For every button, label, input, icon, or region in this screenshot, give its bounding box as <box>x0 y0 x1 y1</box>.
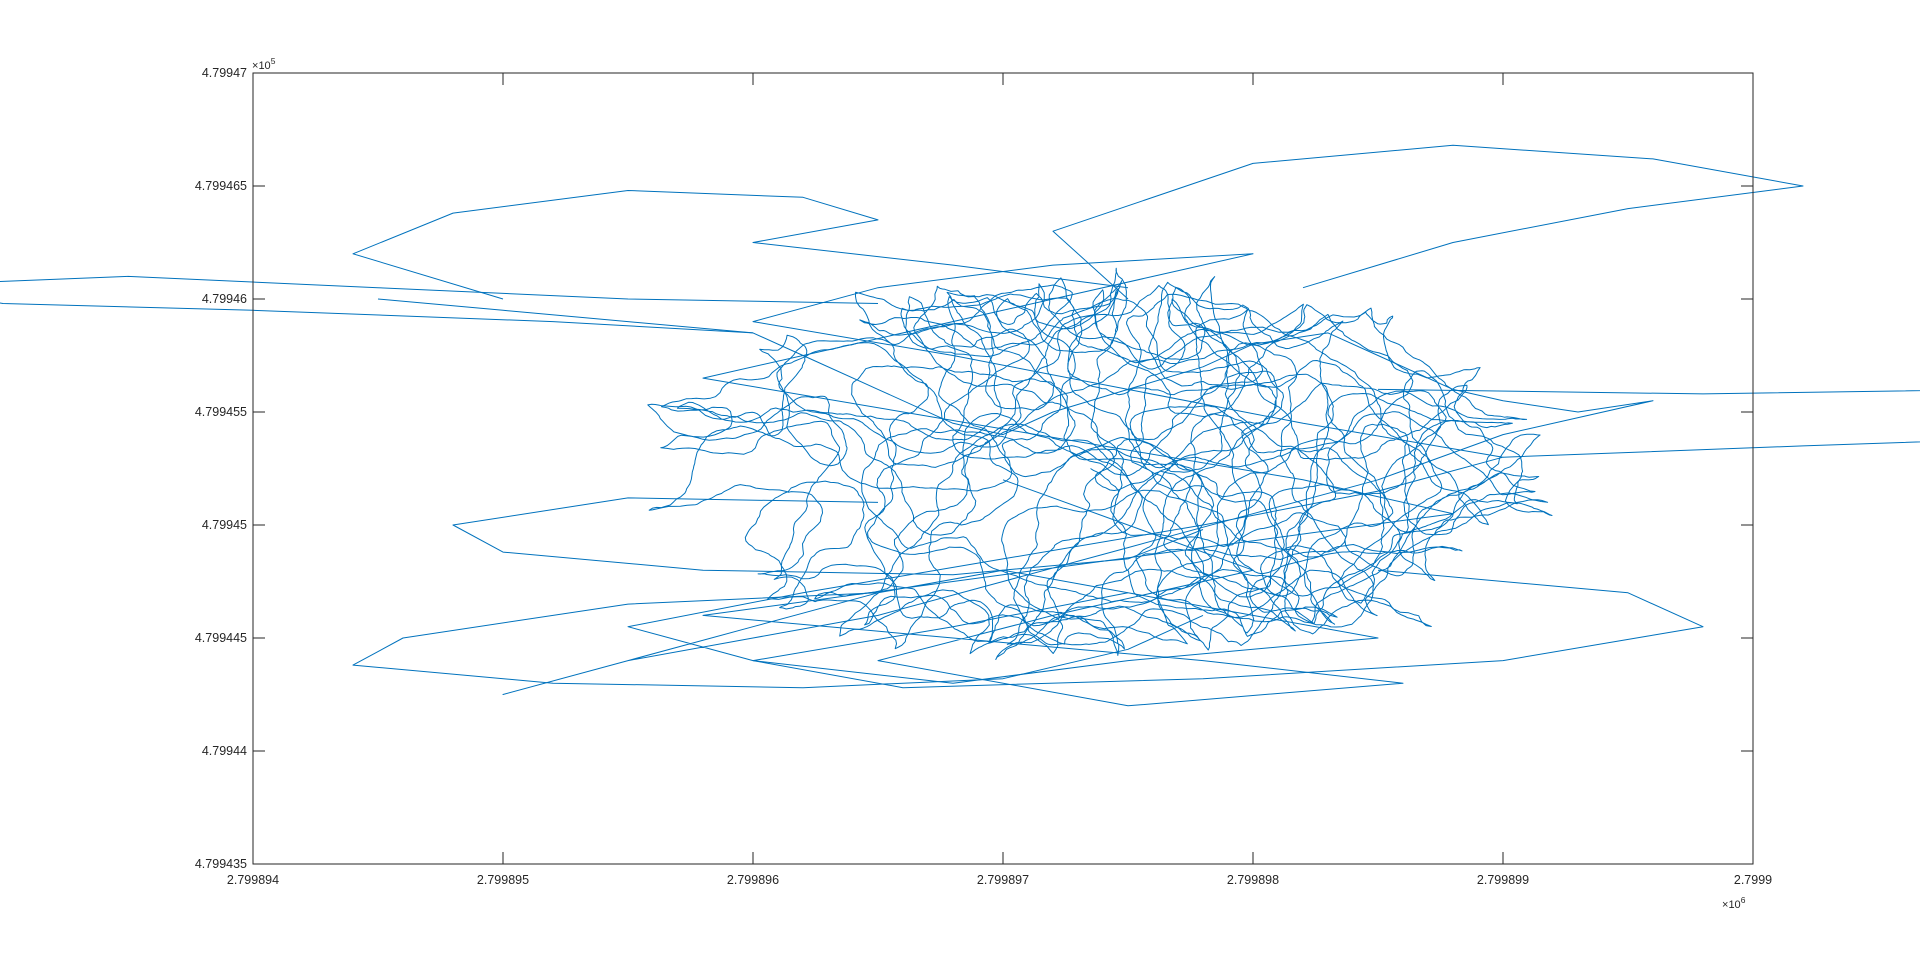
x-axis-multiplier: ×106 <box>1722 895 1746 911</box>
x-multiplier-exponent: 6 <box>1741 895 1746 905</box>
trajectory-line-excursion <box>452 497 1204 576</box>
y-tick-label: 4.79947 <box>202 66 247 80</box>
trajectory-line-dense <box>647 267 1553 660</box>
axes-box <box>252 72 1754 865</box>
trajectory-line-main <box>377 253 1654 707</box>
y-tick-label: 4.799435 <box>195 857 247 871</box>
trajectory-line-excursion <box>752 569 1704 689</box>
x-tick-label: 2.7999 <box>1734 873 1772 887</box>
y-tick-label: 4.79945 <box>202 518 247 532</box>
x-tick-label: 2.799897 <box>977 873 1029 887</box>
y-multiplier-times: × <box>252 60 258 72</box>
data-layer <box>0 144 1920 707</box>
x-tick-label: 2.799896 <box>727 873 779 887</box>
trajectory-line-excursion <box>352 190 1129 300</box>
x-multiplier-times: × <box>1722 899 1728 911</box>
trajectory-line-excursion <box>1052 144 1804 300</box>
x-tick-label: 2.799895 <box>477 873 529 887</box>
trajectory-line-excursion <box>1377 388 1920 458</box>
trajectory-line-excursion <box>352 592 1204 689</box>
y-multiplier-exponent: 5 <box>271 56 276 66</box>
y-tick-label: 4.799445 <box>195 631 247 645</box>
x-tick-label: 2.799894 <box>227 873 279 887</box>
trajectory-line-excursion <box>0 275 879 334</box>
y-axis-multiplier: ×105 <box>252 56 276 72</box>
x-multiplier-base: 10 <box>1728 899 1740 911</box>
x-tick-label: 2.799899 <box>1477 873 1529 887</box>
y-tick-label: 4.799455 <box>195 405 247 419</box>
y-tick-label: 4.79946 <box>202 292 247 306</box>
x-tick-label: 2.799898 <box>1227 873 1279 887</box>
ticks-layer: 2.799894 2.799895 2.799896 2.799897 2.799898… <box>195 66 1772 887</box>
y-tick-label: 4.79944 <box>202 744 247 758</box>
y-tick-label: 4.799465 <box>195 179 247 193</box>
y-multiplier-base: 10 <box>258 60 270 72</box>
